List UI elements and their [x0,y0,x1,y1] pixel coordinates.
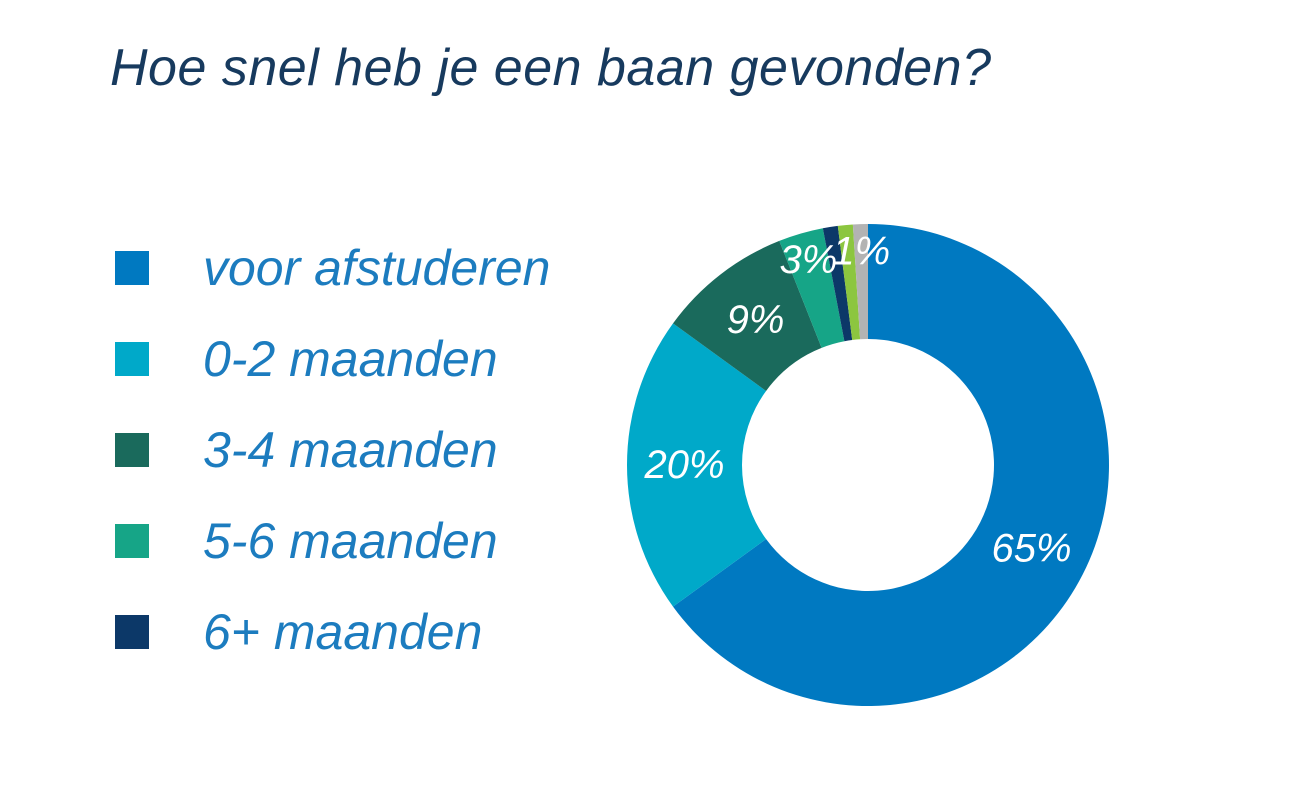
data-label: 9% [727,298,785,342]
legend-item: 6+ maanden [115,586,550,677]
donut-slice [673,224,1110,707]
donut-slice [627,323,767,607]
legend-item: 3-4 maanden [115,404,550,495]
chart-legend: voor afstuderen 0-2 maanden 3-4 maanden 5-6… [115,222,550,677]
data-label: 65% [991,526,1071,570]
legend-label: 6+ maanden [203,603,483,660]
legend-label: voor afstuderen [203,239,551,296]
data-label: 3% [780,238,838,282]
chart-title: Hoe snel heb je een baan gevonden? [110,39,992,97]
legend-swatch [115,523,149,558]
donut-slice [822,225,853,342]
donut-slice [837,224,861,340]
legend-swatch [115,250,149,285]
donut-slice [852,224,868,340]
legend-swatch [115,341,149,376]
data-label: 20% [643,443,724,487]
legend-item: 5-6 maanden [115,495,550,586]
donut-slice [673,240,822,391]
legend-item: 0-2 maanden [115,313,550,404]
legend-label: 5-6 maanden [203,512,498,569]
legend-swatch [115,432,149,467]
data-label: 1% [832,230,890,274]
legend-label: 3-4 maanden [203,421,498,478]
legend-label: 0-2 maanden [203,330,498,387]
legend-item: voor afstuderen [115,222,550,313]
donut-slice [779,228,845,348]
legend-swatch [115,614,149,649]
